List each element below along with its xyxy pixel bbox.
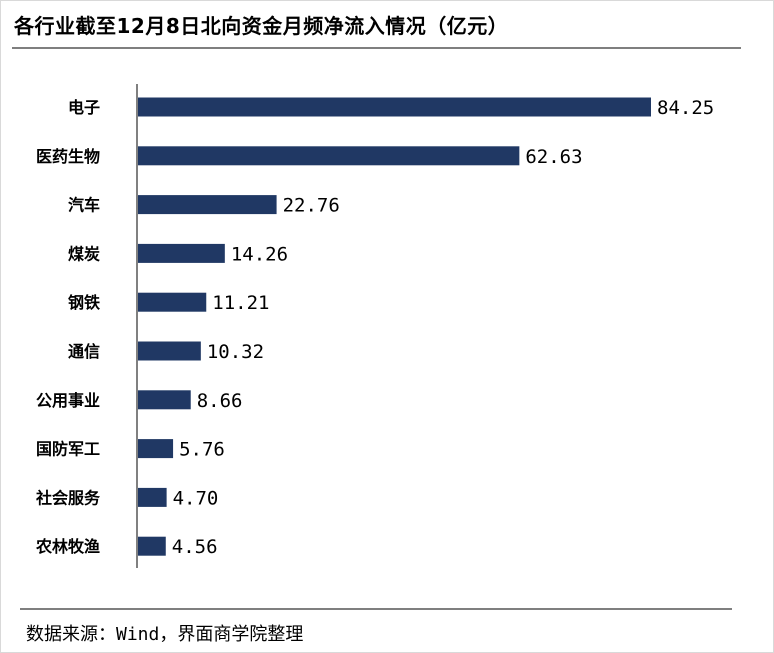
value-label: 4.70 (173, 487, 219, 509)
bar-2 (138, 146, 520, 166)
bar-7 (138, 390, 191, 410)
value-label: 22.76 (283, 195, 340, 217)
category-label: 汽车 (68, 196, 100, 215)
bars-group (138, 97, 651, 556)
bar-10 (138, 536, 166, 556)
value-label: 10.32 (207, 341, 264, 363)
value-label: 8.66 (197, 390, 243, 412)
bar-9 (138, 487, 167, 507)
bar-3 (138, 195, 277, 215)
category-label: 钢铁 (68, 293, 100, 312)
category-label: 医药生物 (36, 147, 100, 166)
source-divider (20, 608, 732, 610)
source-note: 数据来源：Wind，界面商学院整理 (26, 624, 304, 645)
category-label: 农林牧渔 (35, 537, 100, 556)
bar-4 (138, 243, 225, 263)
bar-6 (138, 341, 201, 361)
value-labels-group: 84.25 62.63 22.76 14.26 11.21 10.32 8.66 5.76 4.… (172, 97, 714, 558)
category-label: 社会服务 (35, 488, 101, 507)
bar-8 (138, 439, 174, 459)
category-label: 公用事业 (36, 391, 100, 410)
value-label: 5.76 (179, 439, 225, 461)
chart-title: 各行业截至12月8日北向资金月频净流入情况（亿元） (14, 14, 509, 38)
category-label: 煤炭 (68, 244, 100, 263)
category-label: 国防军工 (36, 440, 100, 459)
value-label: 62.63 (525, 146, 582, 168)
bar-5 (138, 292, 207, 312)
value-label: 4.56 (172, 536, 218, 558)
bar-1 (138, 97, 651, 117)
category-label: 通信 (68, 342, 100, 361)
title-divider (12, 47, 741, 49)
value-label: 14.26 (231, 243, 288, 265)
category-label: 电子 (68, 98, 100, 117)
value-label: 11.21 (212, 292, 269, 314)
value-label: 84.25 (657, 97, 714, 119)
